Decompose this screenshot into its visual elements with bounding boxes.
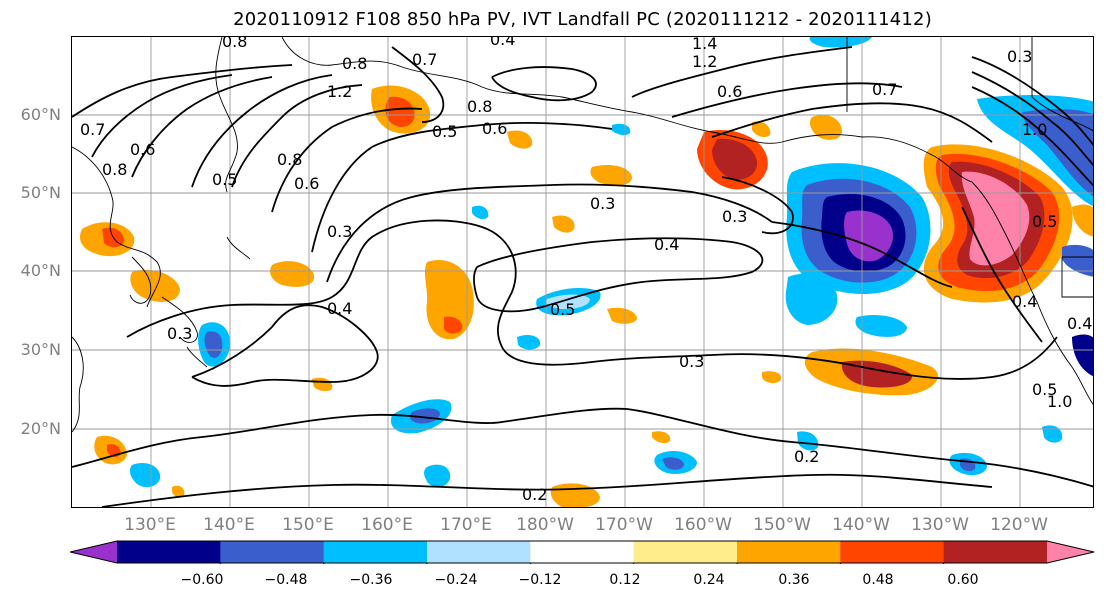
colorbar-tick-label: −0.24 [434,572,478,588]
colorbar-segment [840,541,945,563]
lat-label-30n: 30°N [20,340,61,359]
contour-label: 0.8 [277,150,302,169]
contour-label: 1.0 [1047,392,1072,411]
lat-label-20n: 20°N [20,419,61,438]
contour-label: 0.4 [1067,314,1092,333]
lon-label: 120°W [990,515,1048,535]
colorbar-segment [943,541,1048,563]
contour-label: 0.2 [794,447,819,466]
colorbar-tick-label: 0.36 [778,572,810,588]
contour-label: 0.5 [212,170,237,189]
contour-label: 0.4 [490,37,515,49]
colorbar-tick-label: −0.12 [518,572,562,588]
colorbar-extend-min [70,541,117,563]
colorbar-tick-label: 0.48 [862,572,894,588]
lon-label: 160°E [361,515,413,535]
lat-label-60n: 60°N [20,105,61,124]
lon-label: 170°W [595,515,653,535]
contour-label: 0.3 [167,324,192,343]
colorbar-tick-label: 0.60 [947,572,979,588]
contour-label: 0.8 [102,160,127,179]
contour-label: 0.6 [294,174,319,193]
contour-label: 0.8 [467,97,492,116]
contour-label: 0.4 [1012,292,1037,311]
lat-label-50n: 50°N [20,183,61,202]
pv-shading [80,37,1093,507]
colorbar [70,540,1095,564]
lat-label-40n: 40°N [20,261,61,280]
contour-label: 0.8 [342,54,367,73]
contour-label: 0.6 [130,140,155,159]
contour-label: 0.4 [327,299,352,318]
colorbar-segment [633,541,738,563]
contour-label: 1.0 [1022,120,1047,139]
colorbar-segment [323,541,428,563]
contour-label: 0.5 [1032,212,1057,231]
contour-label: 0.6 [717,82,742,101]
map-title: 2020110912 F108 850 hPa PV, IVT Landfall… [233,9,932,30]
colorbar-tick-label: 0.12 [609,572,641,588]
lon-label: 130°E [124,515,176,535]
contour-label: 0.5 [1032,380,1057,399]
colorbar-tick-label: −0.36 [349,572,393,588]
contour-label: 0.7 [412,50,437,69]
contour-label: 0.3 [327,222,352,241]
lon-label: 140°W [832,515,890,535]
contour-label: 0.8 [222,37,247,51]
contour-label: 0.7 [872,80,897,99]
colorbar-segment [737,541,841,563]
colorbar-segment [220,541,325,563]
lon-label: 170°E [440,515,492,535]
contour-label: 1.4 [692,37,717,53]
contour-labels: 0.8 0.4 1.4 1.2 0.8 0.7 0.7 0.6 0.7 1.2 … [80,37,1092,504]
lon-label: 140°E [203,515,255,535]
lon-label: 150°W [753,515,811,535]
contour-label: 0.3 [679,352,704,371]
lon-label: 160°W [674,515,732,535]
contour-label: 1.2 [692,52,717,71]
contour-label: 0.3 [722,207,747,226]
colorbar-segment [117,541,221,563]
contour-label: 0.3 [1007,47,1032,66]
colorbar-segments [70,540,1095,564]
coastlines [72,37,1093,433]
contour-label: 0.7 [80,120,105,139]
colorbar-segment [427,541,531,563]
contour-label: 0.5 [432,122,457,141]
colorbar-extend-max [1047,541,1094,563]
contour-label: 0.4 [654,235,679,254]
colorbar-outline [70,540,1095,564]
contour-label: 0.3 [590,194,615,213]
contour-label: 0.2 [522,485,547,504]
map-canvas: 0.8 0.4 1.4 1.2 0.8 0.7 0.7 0.6 0.7 1.2 … [72,37,1093,507]
map-panel: 0.8 0.4 1.4 1.2 0.8 0.7 0.7 0.6 0.7 1.2 … [71,36,1094,508]
colorbar-tick-label: 0.24 [693,572,725,588]
contour-label: 1.2 [327,82,352,101]
graticule [72,37,1093,507]
colorbar-segment [530,541,635,563]
lon-label: 150°E [282,515,334,535]
colorbar-tick-label: −0.48 [264,572,308,588]
lon-label: 180°W [516,515,574,535]
colorbar-tick-label: −0.60 [180,572,224,588]
lon-label: 130°W [911,515,969,535]
contour-label: 0.5 [550,300,575,319]
contour-label: 0.6 [482,119,507,138]
pv-contours [72,46,1093,507]
